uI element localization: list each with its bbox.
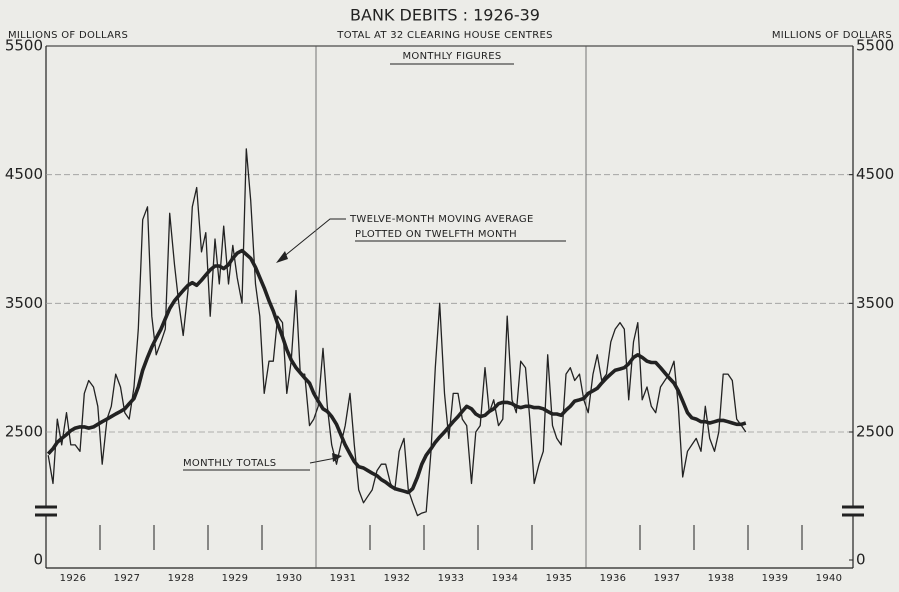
panel-label: MONTHLY FIGURES <box>402 51 501 62</box>
x-tick-label: 1934 <box>492 573 519 584</box>
x-tick-label: 1931 <box>330 573 357 584</box>
y-tick-label: 3500 <box>5 294 43 312</box>
line-series <box>47 148 747 517</box>
x-tick-label: 1926 <box>60 573 87 584</box>
axis-break <box>34 506 58 516</box>
leader-line <box>309 457 337 464</box>
leader-line <box>281 218 346 259</box>
x-tick-label: 1940 <box>816 573 843 584</box>
y-tick-label: 0 <box>33 551 43 569</box>
y2-axis-label: MILLIONS OF DOLLARS <box>772 30 892 41</box>
y2-tick-label: 0 <box>856 551 866 569</box>
x-tick-label: 1939 <box>762 573 789 584</box>
y2-tick-label: 2500 <box>856 423 894 441</box>
chart-subtitle: TOTAL AT 32 CLEARING HOUSE CENTRES <box>336 30 552 41</box>
y-tick-label: 2500 <box>5 423 43 441</box>
annotation: TWELVE-MONTH MOVING AVERAGE <box>349 214 534 225</box>
x-tick-label: 1936 <box>600 573 627 584</box>
annotation: MONTHLY TOTALS <box>183 458 276 469</box>
axis-break <box>841 506 865 516</box>
x-tick-label: 1938 <box>708 573 735 584</box>
annotation: PLOTTED ON TWELFTH MONTH <box>355 229 517 240</box>
x-tick-label: 1929 <box>222 573 249 584</box>
x-tick-label: 1927 <box>114 573 141 584</box>
x-tick-label: 1928 <box>168 573 195 584</box>
x-tick-label: 1937 <box>654 573 681 584</box>
y-tick-label: 4500 <box>5 165 43 183</box>
y2-tick-label: 3500 <box>856 294 894 312</box>
line-series <box>46 248 747 495</box>
arrow-head <box>276 251 288 263</box>
x-tick-label: 1930 <box>276 573 303 584</box>
chart-title: BANK DEBITS : 1926-39 <box>350 6 540 25</box>
y-axis-label: MILLIONS OF DOLLARS <box>8 30 128 41</box>
y2-tick-label: 4500 <box>856 165 894 183</box>
x-tick-label: 1935 <box>546 573 573 584</box>
y2-tick-label: 5500 <box>856 37 894 55</box>
x-tick-label: 1932 <box>384 573 411 584</box>
y-tick-label: 5500 <box>5 37 43 55</box>
x-tick-label: 1933 <box>438 573 465 584</box>
